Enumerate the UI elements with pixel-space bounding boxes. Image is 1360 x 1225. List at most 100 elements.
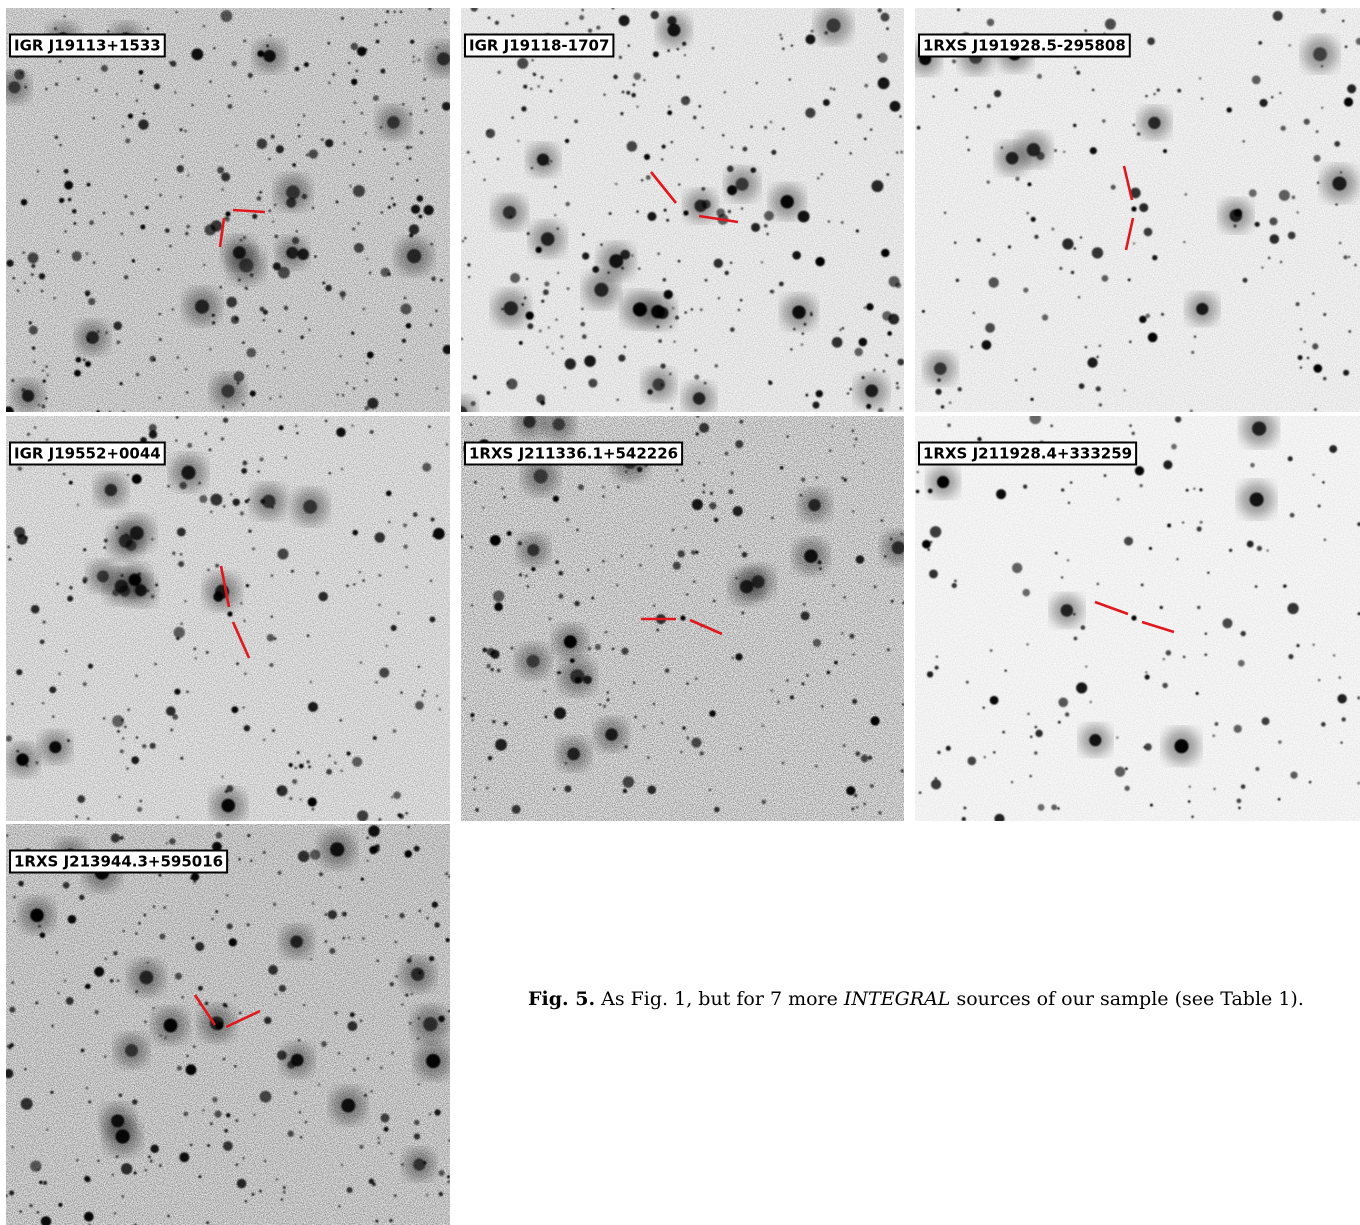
star — [443, 345, 453, 355]
star — [413, 512, 418, 517]
star — [738, 309, 740, 311]
star-halo — [76, 321, 108, 353]
star — [110, 979, 114, 983]
star — [368, 825, 380, 837]
star — [761, 800, 766, 805]
target-star — [227, 611, 232, 616]
star — [310, 681, 312, 683]
star — [21, 199, 28, 206]
star — [348, 936, 350, 938]
star-halo — [404, 1149, 435, 1180]
star — [864, 307, 866, 309]
star — [245, 286, 248, 289]
star — [1313, 155, 1320, 162]
star — [72, 209, 77, 214]
star — [982, 340, 992, 350]
star — [770, 121, 772, 123]
star-halo — [20, 898, 54, 932]
star — [523, 85, 527, 89]
star — [855, 348, 863, 356]
star — [620, 112, 623, 115]
star — [743, 147, 748, 152]
star — [1321, 107, 1323, 109]
star — [113, 951, 117, 955]
star — [116, 1155, 118, 1157]
star — [360, 661, 362, 663]
star — [1038, 804, 1045, 811]
star — [401, 1003, 403, 1005]
star — [695, 432, 698, 435]
star — [440, 279, 443, 282]
star-halo — [1051, 595, 1082, 626]
star — [678, 550, 685, 557]
star — [553, 788, 555, 790]
star — [273, 262, 281, 270]
star — [19, 1210, 21, 1212]
star — [228, 95, 230, 97]
star — [165, 228, 170, 233]
star — [564, 785, 571, 792]
star — [181, 156, 183, 158]
star — [396, 163, 399, 166]
star — [40, 932, 46, 938]
star — [174, 91, 176, 93]
star — [394, 1195, 396, 1197]
star — [275, 993, 277, 995]
star — [883, 370, 886, 373]
star — [699, 423, 709, 433]
star — [558, 571, 563, 576]
star — [963, 807, 966, 810]
star — [1259, 99, 1267, 107]
star — [232, 499, 239, 506]
star — [1144, 228, 1153, 237]
star — [116, 340, 120, 344]
star — [1313, 364, 1322, 373]
star — [663, 278, 667, 282]
star — [342, 394, 344, 396]
star-halo — [596, 719, 628, 751]
star — [1193, 488, 1195, 490]
star-halo — [378, 106, 410, 138]
star — [104, 958, 106, 960]
star — [419, 910, 421, 912]
star — [166, 842, 168, 844]
star — [103, 717, 105, 719]
star — [958, 387, 962, 391]
star — [369, 272, 371, 274]
star — [1204, 653, 1207, 656]
star — [365, 379, 367, 381]
star — [298, 1039, 300, 1041]
star — [832, 584, 835, 587]
star — [237, 1179, 247, 1189]
star — [416, 179, 418, 181]
star — [1133, 242, 1135, 244]
star — [63, 473, 65, 475]
star — [1092, 247, 1103, 258]
star — [74, 370, 81, 377]
star — [28, 252, 39, 263]
star — [709, 710, 716, 717]
star — [405, 994, 408, 997]
star — [1076, 71, 1080, 75]
star — [235, 317, 239, 321]
star — [1097, 583, 1099, 585]
star — [725, 271, 729, 275]
star — [388, 521, 390, 523]
star — [1059, 267, 1062, 270]
star — [714, 518, 719, 523]
star — [1157, 89, 1160, 92]
star — [335, 1011, 338, 1014]
star — [902, 601, 905, 604]
star — [1148, 333, 1158, 343]
star — [1145, 95, 1147, 97]
star — [144, 1021, 146, 1023]
star — [823, 99, 830, 106]
star — [1186, 489, 1189, 492]
star — [983, 707, 985, 709]
star — [185, 368, 187, 370]
star — [1117, 498, 1120, 501]
star-halo — [684, 383, 715, 414]
star — [741, 207, 743, 209]
star — [63, 882, 70, 889]
star — [268, 158, 270, 160]
